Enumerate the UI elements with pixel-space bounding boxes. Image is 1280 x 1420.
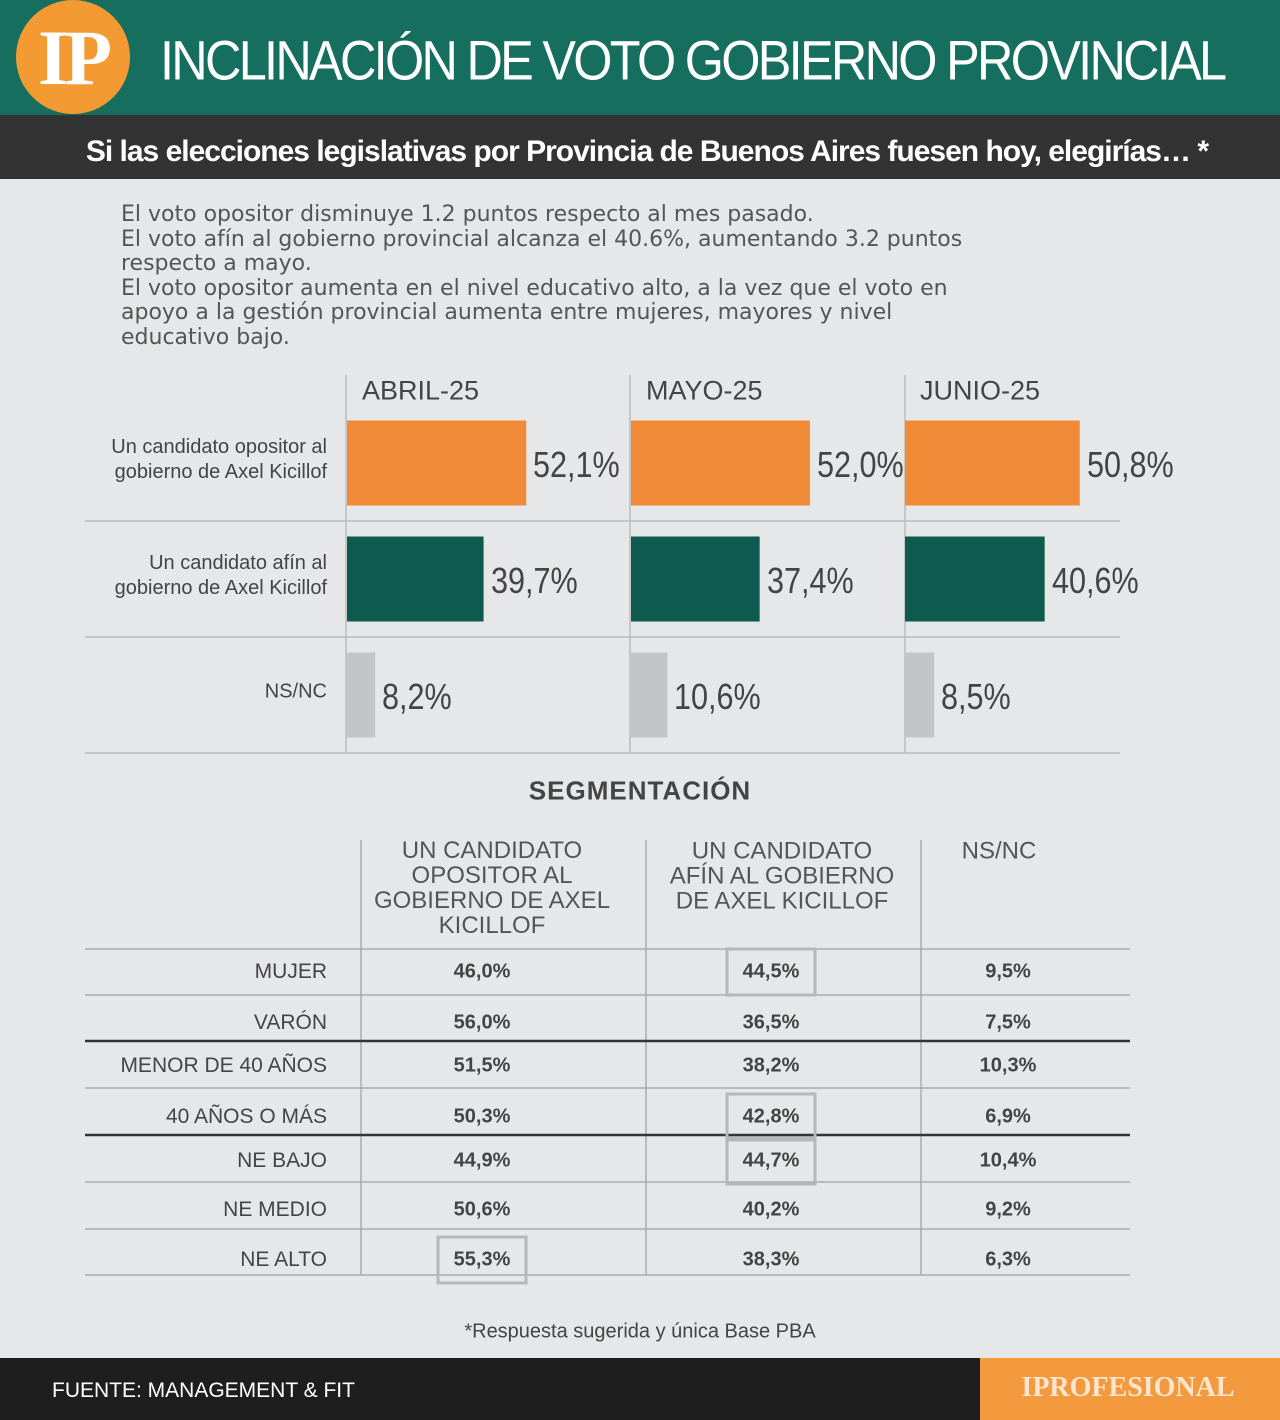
value-label: 52,0%: [816, 444, 904, 485]
bar: [631, 536, 760, 622]
bar: [347, 420, 527, 506]
column-header: UN CANDIDATO AFÍN AL GOBIERNO DE AXEL KI…: [669, 837, 895, 915]
row-label: NE ALTO: [240, 1248, 327, 1271]
value-label: 10,6%: [674, 676, 762, 717]
category-label: NS/NC: [264, 680, 327, 703]
bar: [347, 536, 484, 622]
title: INCLINACIÓN DE VOTO GOBIERNO PROVINCIAL: [160, 28, 1227, 92]
row-label: MUJER: [254, 960, 327, 983]
bar: [905, 652, 935, 738]
footnote: *Respuesta sugerida y única Base PBA: [464, 1320, 816, 1343]
cell-value: 10,4%: [979, 1149, 1037, 1172]
highlight-box: [436, 1235, 528, 1285]
notes: El voto opositor disminuye 1.2 puntos re…: [121, 202, 963, 351]
cell-value: 6,3%: [985, 1248, 1031, 1271]
cell-value: 10,3%: [979, 1054, 1037, 1077]
cell-value: 44,7%: [742, 1149, 800, 1172]
highlight-box: [725, 1136, 817, 1186]
logo-circle: [16, 0, 130, 114]
cell-value: 38,3%: [742, 1248, 800, 1271]
column-header: UN CANDIDATO OPOSITOR AL GOBIERNO DE AXE…: [373, 837, 611, 939]
cell-value: 51,5%: [453, 1054, 511, 1077]
cell-value: 9,2%: [985, 1198, 1031, 1221]
cell-value: 40,2%: [742, 1198, 800, 1221]
value-label: 50,8%: [1086, 444, 1174, 485]
cell-value: 44,9%: [453, 1149, 511, 1172]
bar: [631, 652, 668, 738]
column-header: NS/NC: [961, 837, 1037, 865]
cell-value: 7,5%: [985, 1011, 1031, 1034]
row-label: NE BAJO: [237, 1149, 327, 1172]
cell-value: 50,3%: [453, 1105, 511, 1128]
subtitle: Si las elecciones legislativas por Provi…: [85, 135, 1209, 168]
cell-value: 42,8%: [742, 1105, 800, 1128]
subtitle-band: [0, 115, 1280, 179]
brand: IPROFESIONAL: [1021, 1372, 1235, 1403]
cell-value: 46,0%: [453, 960, 511, 983]
series-name: MAYO-25: [646, 375, 763, 406]
logo: IP: [38, 14, 112, 101]
highlight-box: [725, 1092, 817, 1142]
bar: [347, 652, 376, 738]
row-label: VARÓN: [253, 1011, 327, 1034]
cell-value: 38,2%: [742, 1054, 800, 1077]
value-label: 40,6%: [1051, 560, 1139, 601]
cell-value: 56,0%: [453, 1011, 511, 1034]
value-label: 8,5%: [941, 676, 1011, 717]
cell-value: 36,5%: [742, 1011, 800, 1034]
highlight-box: [725, 947, 817, 997]
bar: [905, 420, 1080, 506]
bar: [631, 420, 810, 506]
row-label: MENOR DE 40 AÑOS: [120, 1054, 327, 1077]
cell-value: 50,6%: [453, 1198, 511, 1221]
row-label: NE MEDIO: [223, 1198, 327, 1221]
value-label: 39,7%: [490, 560, 578, 601]
cell-value: 9,5%: [985, 960, 1031, 983]
bar: [905, 536, 1045, 622]
brand-block: [980, 1358, 1280, 1420]
category-label: Un candidato opositor al gobierno de Axe…: [111, 436, 327, 483]
series-name: ABRIL-25: [362, 375, 480, 406]
value-label: 8,2%: [382, 676, 452, 717]
category-label: Un candidato afín al gobierno de Axel Ki…: [114, 552, 327, 599]
row-label: 40 AÑOS O MÁS: [165, 1105, 327, 1128]
cell-value: 44,5%: [742, 960, 800, 983]
table-title: SEGMENTACIÓN: [528, 775, 752, 806]
series-name: JUNIO-25: [920, 375, 1041, 406]
source: FUENTE: MANAGEMENT & FIT: [52, 1379, 355, 1402]
cell-value: 55,3%: [453, 1248, 511, 1271]
cell-value: 6,9%: [985, 1105, 1031, 1128]
value-label: 52,1%: [533, 444, 620, 485]
value-label: 37,4%: [766, 560, 854, 601]
header-band: [0, 0, 1280, 115]
